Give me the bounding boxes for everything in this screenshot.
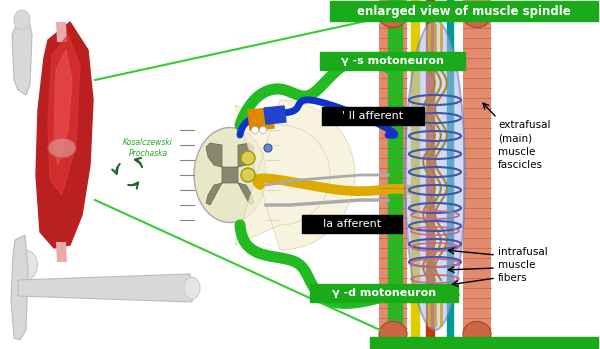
Text: γ -d motoneuron: γ -d motoneuron — [332, 288, 436, 298]
Text: γ -s motoneuron: γ -s motoneuron — [341, 56, 444, 66]
Text: enlarged view of muscle spindle: enlarged view of muscle spindle — [357, 5, 571, 17]
Text: Kosalczewski
Prochaska: Kosalczewski Prochaska — [123, 138, 173, 158]
Polygon shape — [370, 337, 598, 349]
Ellipse shape — [260, 126, 266, 134]
Polygon shape — [18, 274, 194, 302]
Ellipse shape — [463, 2, 491, 28]
Polygon shape — [463, 0, 491, 349]
Text: intrafusal
muscle
fibers: intrafusal muscle fibers — [498, 247, 548, 283]
Polygon shape — [12, 15, 32, 95]
Text: Ia afferent: Ia afferent — [323, 219, 381, 229]
Ellipse shape — [194, 127, 266, 223]
Ellipse shape — [48, 138, 76, 158]
Polygon shape — [426, 0, 434, 349]
Ellipse shape — [241, 151, 255, 165]
Ellipse shape — [379, 321, 407, 347]
Polygon shape — [388, 0, 402, 349]
Polygon shape — [56, 22, 67, 42]
Polygon shape — [411, 0, 419, 349]
Polygon shape — [36, 22, 93, 248]
Ellipse shape — [13, 250, 37, 280]
Polygon shape — [54, 50, 72, 165]
Polygon shape — [56, 242, 67, 262]
Polygon shape — [320, 52, 465, 70]
Ellipse shape — [463, 321, 491, 347]
Polygon shape — [379, 0, 407, 349]
Ellipse shape — [405, 20, 465, 330]
Text: ' II afferent: ' II afferent — [343, 111, 404, 121]
Polygon shape — [447, 0, 453, 349]
Ellipse shape — [379, 2, 407, 28]
Polygon shape — [322, 107, 424, 125]
Ellipse shape — [184, 277, 200, 299]
Polygon shape — [248, 108, 274, 130]
Polygon shape — [310, 284, 458, 302]
Ellipse shape — [264, 144, 272, 152]
Ellipse shape — [241, 168, 255, 182]
Polygon shape — [302, 215, 402, 233]
Polygon shape — [235, 100, 355, 250]
Text: extrafusal
(main)
muscle
fascicles: extrafusal (main) muscle fascicles — [498, 120, 551, 170]
Polygon shape — [264, 106, 286, 124]
Polygon shape — [11, 235, 28, 340]
Ellipse shape — [14, 10, 30, 30]
Polygon shape — [330, 1, 598, 21]
PathPatch shape — [206, 143, 254, 205]
Ellipse shape — [251, 126, 259, 134]
Polygon shape — [48, 35, 80, 195]
